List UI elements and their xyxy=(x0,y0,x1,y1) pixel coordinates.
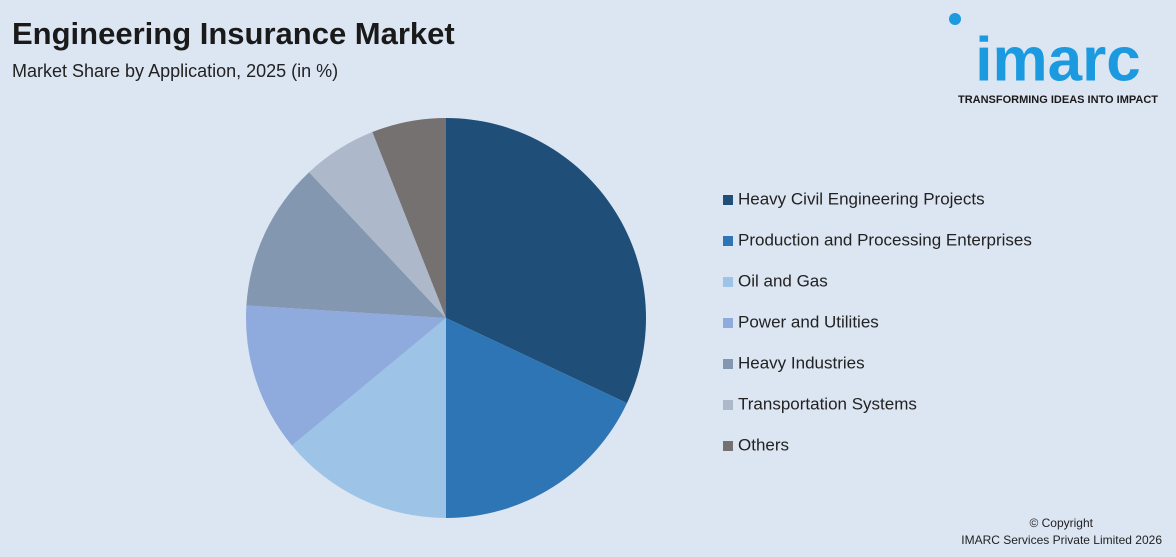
pie-slice xyxy=(372,118,446,318)
legend-label: Others xyxy=(738,435,789,454)
pie-slice xyxy=(309,132,446,318)
copyright: IMARC Services Private Limited 2026 xyxy=(961,533,1162,547)
logo: imarc xyxy=(975,25,1140,94)
legend-label: Power and Utilities xyxy=(738,312,879,331)
legend-swatch xyxy=(723,277,733,287)
legend-swatch xyxy=(723,318,733,328)
logo-dot xyxy=(949,13,961,25)
legend-swatch xyxy=(723,195,733,205)
legend-label: Transportation Systems xyxy=(738,394,917,413)
logo-tagline: TRANSFORMING IDEAS INTO IMPACT xyxy=(958,94,1158,106)
legend-label: Heavy Industries xyxy=(738,353,865,372)
chart-subtitle: Market Share by Application, 2025 (in %) xyxy=(12,61,338,81)
chart-title: Engineering Insurance Market xyxy=(12,16,455,51)
pie-slice xyxy=(291,318,446,518)
copyright: © Copyright xyxy=(1029,516,1093,530)
pie-slice xyxy=(446,118,646,404)
legend-label: Heavy Civil Engineering Projects xyxy=(738,189,985,208)
pie-slice xyxy=(446,318,627,518)
legend-swatch xyxy=(723,400,733,410)
pie-slice xyxy=(245,305,446,446)
legend-swatch xyxy=(723,359,733,369)
legend-label: Oil and Gas xyxy=(738,271,828,290)
legend-label: Production and Processing Enterprises xyxy=(738,230,1032,249)
pie-slice xyxy=(246,172,446,318)
legend-swatch xyxy=(723,441,733,451)
legend-swatch xyxy=(723,236,733,246)
